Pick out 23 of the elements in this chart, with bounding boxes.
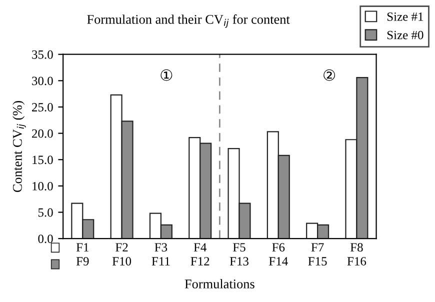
- x-tick-label: F3 F11: [152, 243, 170, 266]
- annotation: ②: [324, 69, 336, 81]
- x-tick-label: F5 F13: [230, 243, 248, 266]
- y-tick-label: 5.0: [38, 208, 53, 217]
- y-tick-label: 0.0: [38, 234, 53, 244]
- y-tick-label: 10.0: [32, 182, 53, 190]
- x-tick-label: F8 F16: [347, 243, 366, 266]
- y-tick-label: 30.0: [32, 76, 53, 86]
- x-tick-label: F4 F12: [190, 243, 210, 266]
- legend-label: Size #1: [387, 12, 423, 21]
- x-tick-label: F6 F14: [269, 243, 288, 266]
- x-tick-label: F1 F9: [76, 243, 89, 266]
- chart-title: Formulation and their CV$_{ij}$ for content: [87, 14, 290, 28]
- y-tick-label: 20.0: [32, 129, 53, 138]
- x-tick-label: F7 F15: [308, 243, 327, 266]
- y-tick-label: 35.0: [32, 50, 53, 59]
- annotation: ①: [160, 69, 172, 81]
- x-axis-title: Formulations: [184, 279, 254, 288]
- x-tick-label: F2 F10: [112, 243, 132, 266]
- legend-label: Size #0: [387, 30, 424, 40]
- y-tick-label: 15.0: [32, 156, 53, 164]
- y-tick-label: 25.0: [32, 103, 53, 112]
- y-axis-title: Content CV$_{ij}$ (%): [12, 101, 26, 192]
